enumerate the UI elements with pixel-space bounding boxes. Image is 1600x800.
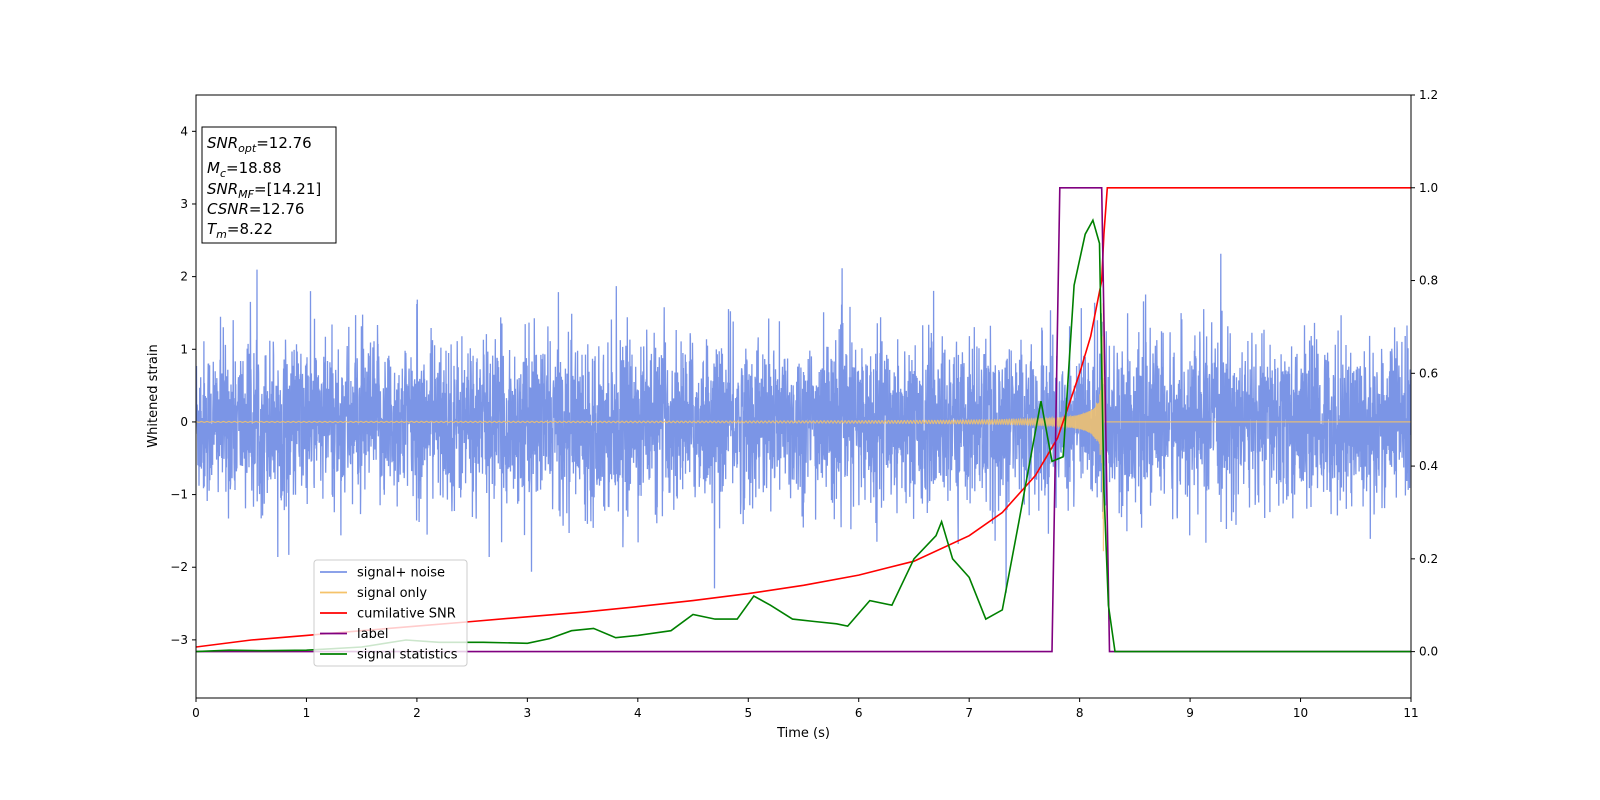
x-tick-label: 11: [1403, 706, 1418, 720]
axes-frame: [195, 94, 1412, 699]
y-tick-label: −2: [170, 560, 188, 574]
y2-tick-label: 1.0: [1419, 181, 1438, 195]
y-tick-label: 4: [180, 124, 188, 138]
y-tick-label: 2: [180, 270, 188, 284]
y-tick-label: −3: [170, 633, 188, 647]
x-tick-label: 2: [413, 706, 421, 720]
series-signal-plus-noise: [196, 253, 1411, 593]
annotation-snr-mf: SNRMF=[14.21]: [207, 180, 321, 201]
x-axis-label: Time (s): [776, 726, 830, 741]
legend-label: signal+ noise: [357, 566, 445, 581]
x-tick-label: 3: [524, 706, 532, 720]
x-tick-label: 7: [965, 706, 973, 720]
series-signal-statistics: [196, 218, 1411, 653]
annotation-snr-opt: SNRopt=12.76: [207, 134, 312, 155]
y2-tick-label: 0.0: [1419, 645, 1438, 659]
y-axis-left: −3 −2 −1 0 1 2 3 4: [170, 124, 196, 647]
x-tick-label: 10: [1293, 706, 1308, 720]
x-tick-label: 8: [1076, 706, 1084, 720]
y-tick-label: 0: [180, 415, 188, 429]
y2-tick-label: 1.2: [1419, 88, 1438, 102]
annotation-csnr: CSNR=12.76: [207, 200, 304, 218]
annotation-tm: Tm=8.22: [207, 220, 273, 241]
legend-label: signal statistics: [357, 648, 458, 663]
y2-tick-label: 0.8: [1419, 274, 1438, 288]
legend-label: label: [357, 627, 388, 642]
y-axis-right: 0.0 0.2 0.4 0.6 0.8 1.0 1.2: [1411, 88, 1438, 659]
x-tick-label: 5: [744, 706, 752, 720]
legend-label: cumilative SNR: [357, 607, 456, 622]
x-tick-label: 4: [634, 706, 642, 720]
y-axis-label: Whitened strain: [146, 344, 161, 447]
y-tick-label: −1: [170, 488, 188, 502]
y-tick-label: 1: [180, 342, 188, 356]
x-axis: 0 1 2 3 4 5 6 7 8 9 10 11: [192, 698, 1419, 720]
y2-tick-label: 0.2: [1419, 552, 1438, 566]
series-signal-only: [196, 303, 1411, 552]
legend: signal+ noise signal only cumilative SNR la…: [313, 559, 468, 667]
y2-tick-label: 0.6: [1419, 366, 1438, 380]
x-tick-label: 1: [303, 706, 311, 720]
legend-label: signal only: [357, 586, 427, 601]
annotation-mc: Mc=18.88: [207, 159, 282, 180]
y2-tick-label: 0.4: [1419, 459, 1438, 473]
x-tick-label: 9: [1186, 706, 1194, 720]
y-tick-label: 3: [180, 197, 188, 211]
x-tick-label: 6: [855, 706, 863, 720]
x-tick-label: 0: [192, 706, 200, 720]
annotation-box: SNRopt=12.76 Mc=18.88 SNRMF=[14.21] CSNR…: [201, 126, 337, 244]
